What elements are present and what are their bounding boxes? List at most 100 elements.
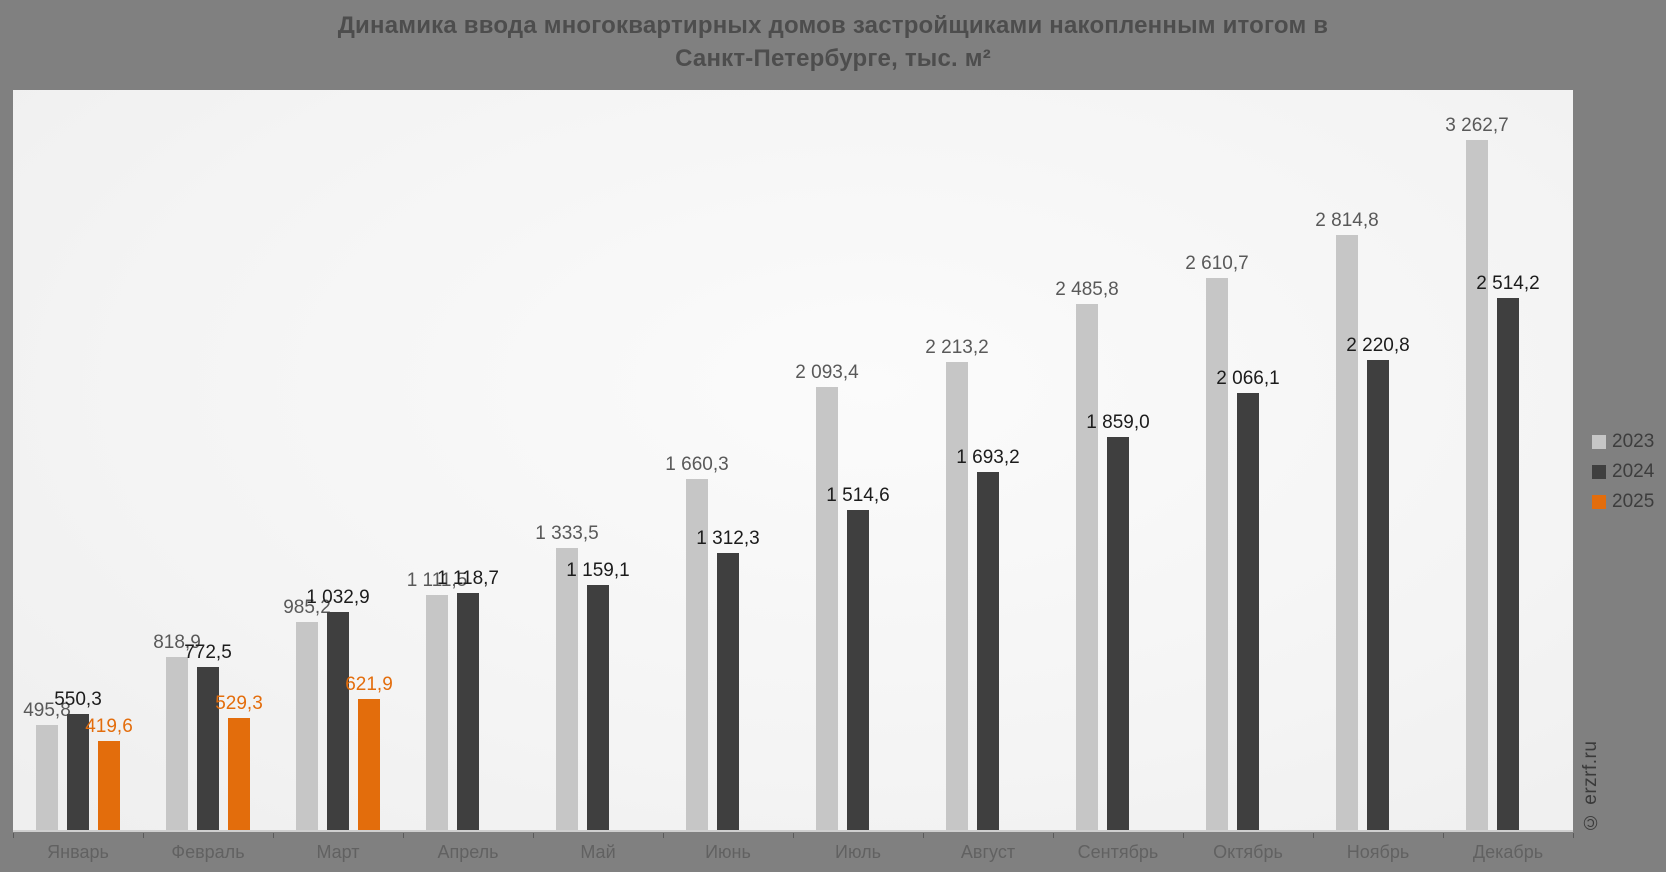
legend-swatch-icon: [1592, 465, 1606, 479]
bar-value-label: 419,6: [85, 716, 133, 738]
bar-2024: 1 312,3: [696, 528, 760, 830]
bar-value-label: 1 111,5: [406, 570, 468, 591]
bar-value-label: 2 093,4: [795, 362, 859, 384]
bar-2023: 818,9: [153, 632, 201, 830]
bar-value-label: 2 485,8: [1055, 279, 1119, 301]
bar-2023: 2 485,8: [1055, 279, 1119, 830]
category-group: 3 262,7 2 514,2: [1443, 90, 1573, 830]
x-axis: Январь Февраль Март Апрель Май Июнь Июль Август…: [13, 842, 1573, 863]
bar-2023: 1 111,5: [407, 570, 467, 830]
axis-tick: [1183, 833, 1184, 838]
bar-2025: 419,6: [85, 716, 133, 830]
bar-2024: 1 159,1: [566, 560, 630, 830]
legend-label: 2023: [1612, 431, 1655, 452]
x-axis-label: Июнь: [705, 842, 751, 862]
bar-value-label: 529,3: [215, 693, 263, 715]
bar-2023: 1 333,5: [535, 523, 599, 830]
axis-tick: [143, 833, 144, 838]
category-group: 2 213,2 1 693,2: [923, 90, 1053, 830]
x-axis-label: Декабрь: [1472, 842, 1544, 862]
axis-tick: [923, 833, 924, 838]
bar-value-label: 1 118,7: [437, 568, 499, 590]
chart-title-line-2: Санкт-Петербурге, тыс. м²: [675, 45, 991, 72]
watermark: © erzrf.ru: [1580, 740, 1601, 832]
category-group: 2 610,7 2 066,1: [1183, 90, 1313, 830]
bar-value-label: 2 213,2: [925, 337, 989, 359]
plot-area: 495,8 550,3 419,6 818,9 772,5 529,3 985,2 1 032…: [13, 90, 1573, 832]
axis-tick: [403, 833, 404, 838]
category-group: 495,8 550,3 419,6: [13, 90, 143, 830]
axis-tick: [663, 833, 664, 838]
bar-value-label: 1 333,5: [535, 523, 599, 545]
bar-2024: 1 859,0: [1086, 412, 1150, 830]
legend-item-2024: 2024: [1592, 461, 1654, 483]
bar-2023: 2 610,7: [1185, 253, 1249, 830]
bar-value-label: 2 220,8: [1346, 335, 1410, 357]
bar-2023: 985,2: [283, 597, 331, 830]
category-group: 818,9 772,5 529,3: [143, 90, 273, 830]
bar-2024: 1 032,9: [306, 587, 370, 830]
bar-value-label: 3 262,7: [1445, 115, 1509, 137]
x-axis-label: Ноябрь: [1346, 842, 1410, 862]
bar-2024: 1 118,7: [437, 568, 499, 830]
legend-swatch-icon: [1592, 495, 1606, 509]
chart-title-line-1: Динамика ввода многоквартирных домов зас…: [337, 12, 1329, 39]
bar-2024: 550,3: [54, 689, 102, 830]
bar-2023: 1 660,3: [665, 454, 729, 830]
bar-value-label: 2 610,7: [1185, 253, 1249, 275]
bar-2023: 495,8: [23, 700, 71, 830]
axis-tick: [793, 833, 794, 838]
category-group: 985,2 1 032,9 621,9: [273, 90, 403, 830]
legend-label: 2025: [1612, 491, 1655, 512]
legend-item-2023: 2023: [1592, 431, 1654, 453]
category-group: 2 814,8 2 220,8: [1313, 90, 1443, 830]
bar-value-label: 1 693,2: [956, 447, 1020, 469]
bar-value-label: 2 066,1: [1216, 368, 1280, 390]
bar-value-label: 2 514,2: [1476, 273, 1540, 295]
legend-item-2025: 2025: [1592, 491, 1654, 513]
bar-value-label: 1 032,9: [306, 586, 370, 608]
x-axis-label: Сентябрь: [1077, 842, 1159, 862]
legend-label: 2024: [1612, 461, 1655, 482]
x-axis-label: Март: [316, 842, 360, 862]
bar-2025: 529,3: [215, 693, 263, 830]
bar-value-label: 1 859,0: [1086, 411, 1150, 433]
bar-2024: 2 066,1: [1216, 368, 1280, 830]
bar-2025: 621,9: [345, 674, 393, 830]
axis-tick: [533, 833, 534, 838]
axis-tick: [1443, 833, 1444, 838]
bar-2023: 2 814,8: [1315, 210, 1379, 830]
bar-value-label: 2 814,8: [1315, 209, 1379, 231]
x-axis-label: Август: [960, 842, 1016, 862]
axis-tick: [273, 833, 274, 838]
bar-2024: 2 220,8: [1346, 335, 1410, 830]
legend: 2023 2024 2025: [1592, 431, 1654, 521]
axis-tick: [1053, 833, 1054, 838]
bar-value-label: 621,9: [345, 673, 393, 695]
bar-2024: 772,5: [184, 642, 232, 830]
chart-title: Динамика ввода многоквартирных домов зас…: [0, 9, 1666, 75]
axis-tick: [13, 833, 14, 838]
category-group: 2 093,4 1 514,6: [793, 90, 923, 830]
axis-tick: [1313, 833, 1314, 838]
bar-value-label: 550,3: [54, 688, 102, 710]
bar-value-label: 818,9: [153, 631, 201, 653]
x-axis-label: Апрель: [437, 842, 499, 862]
x-axis-label: Май: [580, 842, 616, 862]
bar-2023: 2 093,4: [795, 362, 859, 830]
category-group: 1 660,3 1 312,3: [663, 90, 793, 830]
bar-value-label: 1 312,3: [696, 527, 760, 549]
x-axis-label: Январь: [47, 842, 109, 862]
x-axis-label: Июль: [835, 842, 881, 862]
axis-tick: [1573, 833, 1574, 838]
bar-value-label: 1 660,3: [665, 453, 729, 475]
legend-swatch-icon: [1592, 435, 1606, 449]
bar-2023: 2 213,2: [925, 337, 989, 830]
bar-2024: 1 514,6: [826, 485, 890, 830]
x-axis-label: Октябрь: [1213, 842, 1283, 862]
bar-2024: 2 514,2: [1476, 273, 1540, 830]
bar-value-label: 985,2: [283, 596, 331, 618]
category-group: 1 111,5 1 118,7: [403, 90, 533, 830]
bar-value-label: 1 514,6: [826, 484, 890, 506]
bar-value-label: 1 159,1: [566, 559, 630, 581]
